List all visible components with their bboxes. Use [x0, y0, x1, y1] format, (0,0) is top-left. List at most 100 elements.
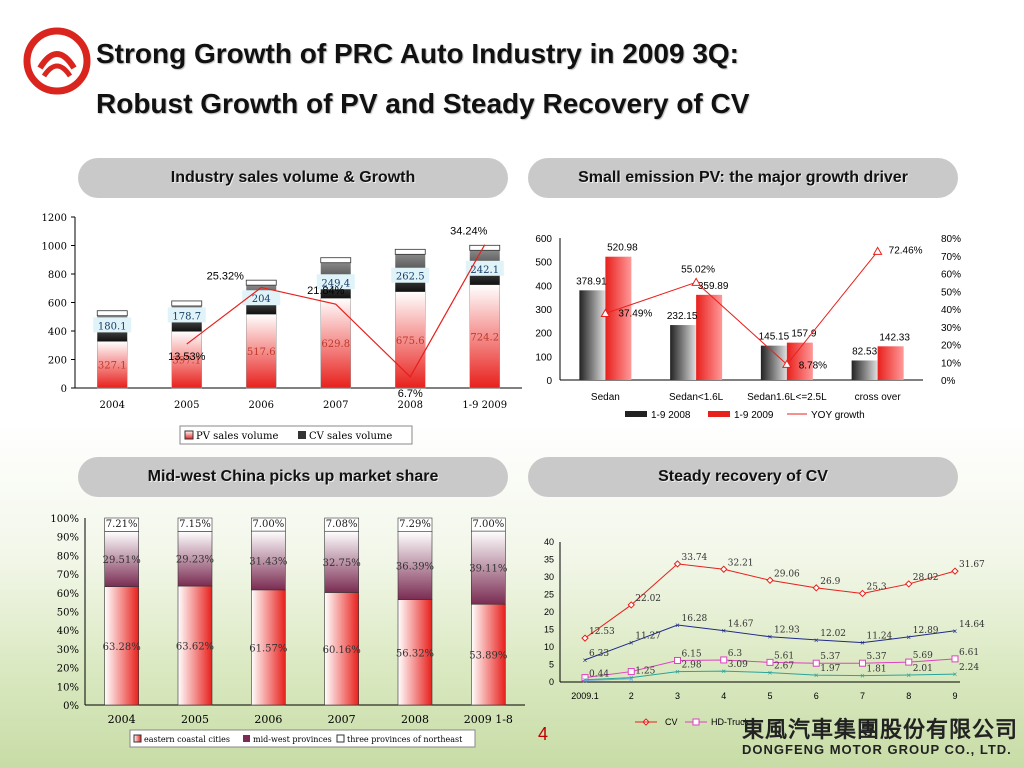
x-tick-label: 2005	[174, 400, 199, 411]
data-label-share: 7.15%	[179, 519, 211, 530]
y-tick-label: 600	[535, 234, 552, 245]
bar-eastern	[324, 592, 359, 706]
yoy-label: 72.46%	[889, 245, 923, 256]
yoy-line	[605, 251, 879, 366]
data-label-cv-bg	[465, 260, 504, 276]
legend-label-cv: CV sales volume	[309, 431, 392, 442]
y-tick-label: 800	[48, 270, 67, 281]
x-tick-label: 2008	[401, 713, 429, 726]
bar-northeast	[177, 517, 213, 532]
series-marker	[720, 565, 728, 573]
series-marker	[905, 658, 913, 666]
legend-swatch-northeast	[336, 734, 345, 743]
x-tick-label: 2008	[398, 400, 423, 411]
bar-2008	[579, 290, 606, 380]
data-label: 14.64	[959, 620, 985, 630]
series-marker	[766, 576, 774, 584]
y2-tick-label: 20%	[941, 341, 961, 352]
legend-box	[179, 425, 413, 445]
data-label: 12.89	[913, 626, 939, 636]
data-label: 33.74	[682, 553, 708, 563]
legend-label-cv: CV	[665, 717, 678, 727]
slide-title-line-2: Robust Growth of PV and Steady Recovery …	[96, 88, 750, 119]
bar-northeast	[104, 517, 139, 532]
yoy-label: 37.49%	[618, 308, 652, 319]
series-marker: ×	[860, 672, 865, 681]
bar-cap	[320, 257, 352, 264]
bar-midwest	[177, 531, 213, 587]
y2-tick-label: 10%	[941, 358, 961, 369]
legend-marker-hd	[692, 718, 700, 726]
growth-line	[186, 244, 486, 378]
bar-eastern	[251, 589, 286, 706]
legend-swatch-midwest	[243, 735, 250, 742]
growth-label: 6.7%	[398, 388, 423, 400]
legend-label-2008: 1-9 2008	[651, 410, 691, 421]
data-label: 12.53	[589, 627, 615, 637]
x-tick-label: 2007	[328, 713, 356, 726]
data-label: 32.21	[728, 558, 754, 568]
y-tick-label: 100%	[50, 514, 79, 525]
bar-2009	[605, 256, 632, 380]
data-label-share: 7.08%	[326, 519, 358, 530]
bar-midwest	[397, 531, 433, 600]
bar-northeast	[251, 517, 286, 532]
series-marker: ×	[906, 633, 911, 642]
data-label-2008: 145.15	[759, 332, 790, 343]
bar-2008	[851, 360, 878, 380]
y-tick-label: 0	[61, 384, 67, 395]
series-marker: ×	[768, 669, 773, 678]
data-label-share: 7.21%	[106, 519, 138, 530]
x-tick-label: 2006	[249, 400, 274, 411]
bar-eastern	[104, 586, 139, 706]
series-marker: ×	[675, 668, 680, 677]
x-tick-label: 7	[860, 691, 865, 701]
series-marker	[627, 601, 635, 609]
series-marker	[581, 634, 589, 642]
data-label-2008: 82.53	[852, 346, 877, 357]
data-label: 31.67	[959, 560, 985, 570]
x-tick-label: cross over	[855, 392, 902, 403]
series-marker: ×	[629, 639, 634, 648]
company-logo-text: 東風汽車集團股份有限公司 DONGFENG MOTOR GROUP CO., L…	[742, 712, 1018, 757]
x-tick-label: 2005	[181, 713, 209, 726]
series-marker: ×	[629, 675, 634, 684]
y-tick-label: 40	[544, 537, 554, 547]
series-marker	[951, 567, 959, 575]
y2-tick-label: 70%	[941, 252, 961, 263]
x-tick-label: 2	[629, 691, 634, 701]
chart-industry-sales: 0 200 400 600 800 1000 1200 327.1 180.1 2004 397.1…	[42, 213, 522, 445]
series-marker	[951, 655, 959, 663]
data-label: 0.44	[589, 669, 609, 679]
data-label: 26.9	[820, 577, 840, 587]
data-label-cv: 242.1	[470, 265, 499, 276]
series-marker: ×	[675, 621, 680, 630]
y-tick-label: 100	[535, 352, 552, 363]
yoy-label: 8.78%	[799, 360, 827, 371]
data-label-cv-bg	[167, 307, 206, 323]
data-label-2009: 359.89	[698, 281, 729, 292]
y-tick-label: 1000	[42, 242, 67, 253]
data-label-pv: 675.6	[396, 336, 425, 347]
data-label-pv: 397.1	[172, 356, 201, 367]
series-marker	[812, 659, 820, 667]
data-label: 16.28	[682, 614, 708, 624]
series-line	[584, 670, 956, 681]
data-label: 5.37	[820, 652, 840, 662]
x-tick-label: 2007	[323, 400, 348, 411]
company-name-english: DONGFENG MOTOR GROUP CO., LTD.	[742, 742, 1012, 757]
bar-cap	[245, 279, 277, 286]
data-label: 2.01	[913, 664, 933, 674]
data-label: 12.02	[820, 629, 846, 639]
y-tick-label: 200	[48, 356, 67, 367]
panel-title-industry-sales: Industry sales volume & Growth	[78, 158, 508, 198]
x-tick-label: 2009.1	[571, 691, 599, 701]
bar-cap	[469, 244, 501, 251]
data-label-share: 7.00%	[252, 519, 284, 530]
data-label: 5.61	[774, 651, 794, 661]
y-tick-label: 400	[535, 281, 552, 292]
series-marker: ×	[721, 627, 726, 636]
x-tick-label: 5	[767, 691, 772, 701]
series-marker: ×	[906, 671, 911, 680]
data-label: 2.67	[774, 662, 794, 672]
